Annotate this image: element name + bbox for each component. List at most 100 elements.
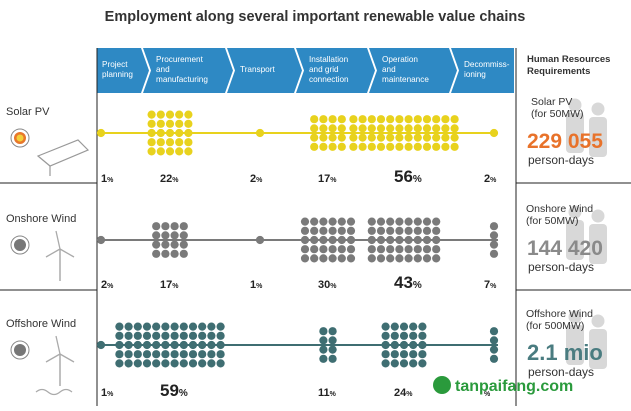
data-dot <box>310 235 319 245</box>
data-dot <box>386 124 395 133</box>
data-dot <box>349 142 358 151</box>
data-dot <box>165 119 175 128</box>
data-dot <box>319 115 328 124</box>
data-dot <box>489 128 499 138</box>
data-dot <box>337 217 346 226</box>
data-dot <box>161 350 170 359</box>
value-label: 59% <box>160 381 188 400</box>
data-dot <box>390 359 399 368</box>
data-dot <box>152 222 161 231</box>
data-dot <box>255 128 265 138</box>
stage-arrow-1 <box>97 48 149 93</box>
data-dot <box>422 235 432 245</box>
data-dot <box>413 133 422 142</box>
data-dot <box>386 245 395 254</box>
data-dot <box>381 340 390 350</box>
data-dot <box>188 350 198 359</box>
stage-label-1: Project planning <box>102 60 133 79</box>
data-dot <box>395 254 404 263</box>
data-dot <box>386 254 395 263</box>
data-dot <box>367 124 376 133</box>
data-dot <box>179 231 188 240</box>
data-dot <box>170 331 179 340</box>
sun-icon-inner <box>16 134 24 142</box>
data-dot <box>432 245 441 254</box>
data-dot <box>133 331 142 340</box>
data-dot <box>161 322 170 331</box>
data-dot <box>124 322 133 331</box>
data-dot <box>133 359 142 368</box>
data-dot <box>399 322 409 331</box>
data-dot <box>184 110 193 119</box>
data-dot <box>386 115 395 124</box>
data-dot <box>390 322 399 331</box>
solar-panel-icon <box>36 139 90 167</box>
data-dot <box>133 350 142 359</box>
value-label: 11% <box>318 387 337 399</box>
data-dot <box>142 359 152 368</box>
person-icon <box>589 117 607 157</box>
row-label: Solar PV <box>6 106 50 118</box>
data-dot <box>310 133 319 142</box>
data-dot <box>413 124 422 133</box>
data-dot <box>346 235 356 245</box>
data-dot <box>152 331 161 340</box>
value-label: 17% <box>318 173 337 185</box>
data-dot <box>489 345 499 354</box>
hr-label: Offshore Wind (for 500MW) <box>526 308 593 332</box>
data-dot <box>395 124 404 133</box>
data-dot <box>328 345 337 354</box>
data-dot <box>96 340 106 350</box>
wind-turbine-icon <box>10 230 75 281</box>
data-dot <box>319 124 328 133</box>
data-dot <box>319 235 328 245</box>
data-dot <box>147 119 156 128</box>
data-dot <box>319 336 328 345</box>
data-dot <box>422 254 432 263</box>
data-dot <box>175 147 184 156</box>
data-dot <box>337 115 346 124</box>
data-dot <box>337 245 346 254</box>
data-dot <box>328 133 337 142</box>
data-dot <box>349 124 358 133</box>
data-dot <box>207 331 216 340</box>
data-dot <box>216 322 225 331</box>
data-dot <box>358 133 367 142</box>
data-dot <box>300 226 310 235</box>
person-icon <box>591 102 605 116</box>
data-dot <box>399 331 409 340</box>
data-dot <box>198 322 207 331</box>
data-dot <box>179 240 188 249</box>
data-dot <box>346 217 356 226</box>
data-dot <box>337 226 346 235</box>
person-icon <box>589 224 607 264</box>
data-dot <box>310 124 319 133</box>
data-dot <box>170 359 179 368</box>
stage-arrow-2 <box>143 48 233 93</box>
row-2: Onshore Wind 2% 17% 1% 30% 43% 7% Onshore Wind(… <box>6 203 607 292</box>
stage-arrow-4 <box>296 48 375 93</box>
stage-label-2: Procurement and manufacturing <box>156 55 208 84</box>
data-dot <box>337 133 346 142</box>
data-dot <box>489 249 499 258</box>
data-dot <box>188 331 198 340</box>
data-dot <box>376 142 386 151</box>
data-dot <box>184 128 193 138</box>
data-dot <box>152 249 161 258</box>
stage-label-6: Decommiss-ioning <box>464 60 510 79</box>
data-dot <box>115 322 124 331</box>
value-label: 43% <box>394 273 422 292</box>
data-dot <box>207 322 216 331</box>
data-dot <box>300 217 310 226</box>
data-dot <box>198 350 207 359</box>
data-dot <box>152 350 161 359</box>
moon-icon-core <box>14 239 26 251</box>
data-dot <box>188 322 198 331</box>
data-dot <box>413 235 422 245</box>
turbine-blade <box>55 335 61 355</box>
data-dot <box>310 245 319 254</box>
data-dot <box>381 359 390 368</box>
data-dot <box>319 254 328 263</box>
data-dot <box>395 142 404 151</box>
